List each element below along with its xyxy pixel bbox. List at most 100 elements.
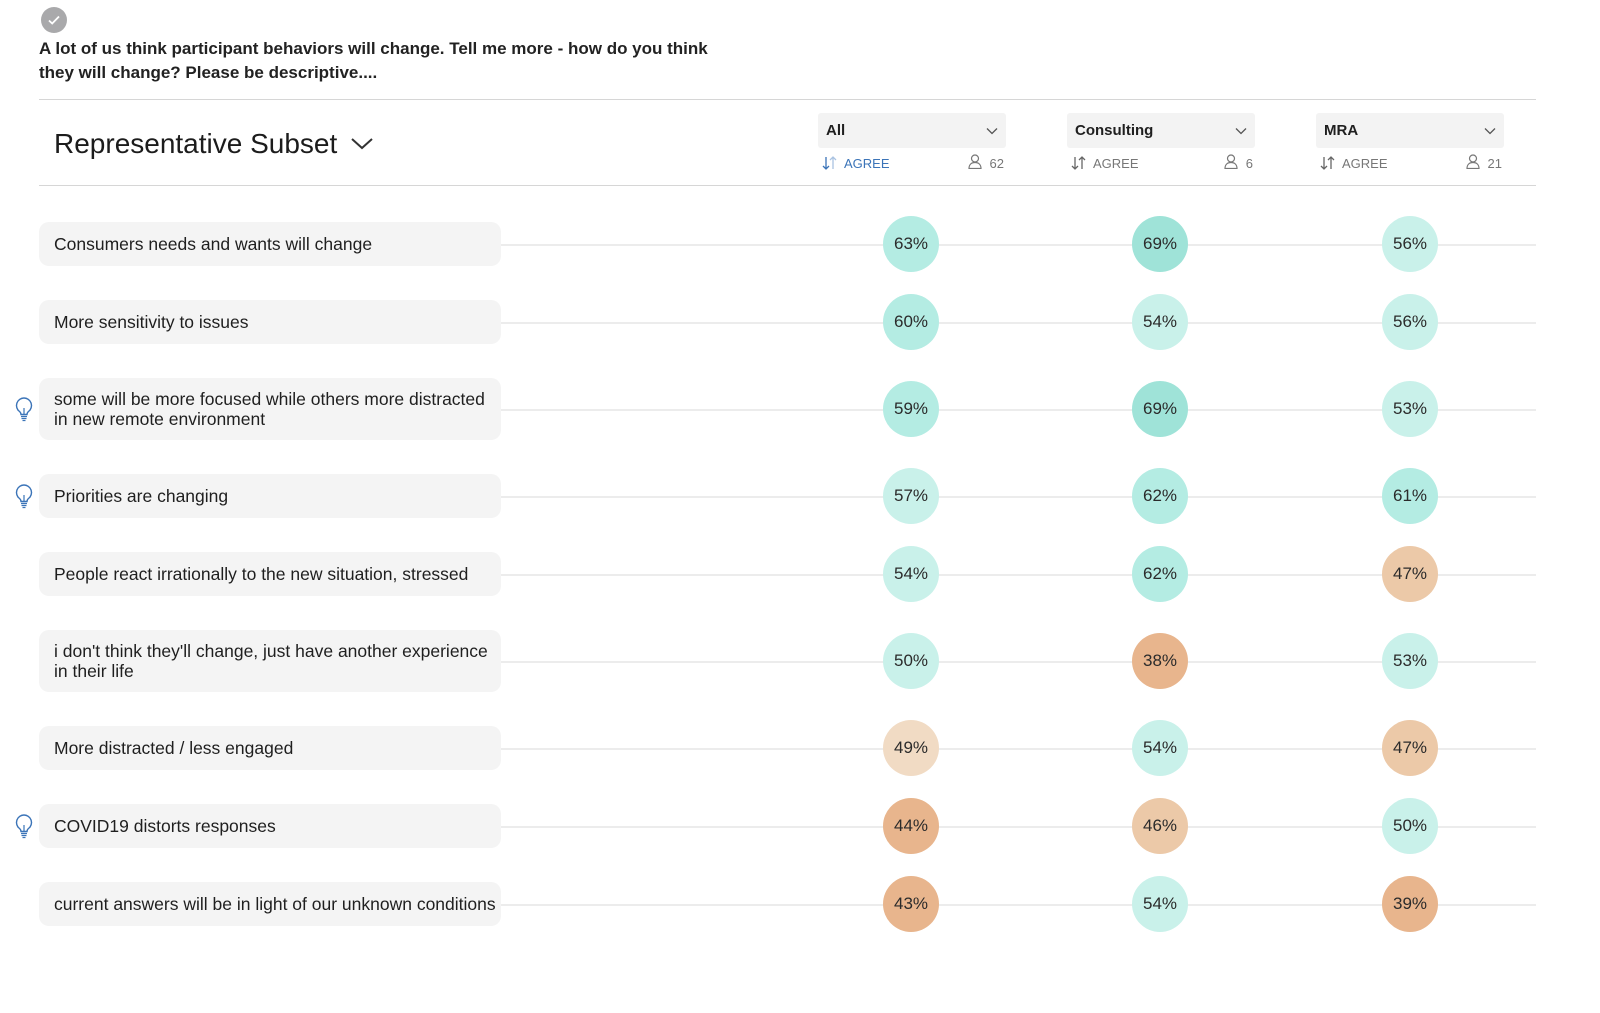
response-text-box[interactable]: More sensitivity to issues — [39, 300, 501, 344]
response-text-box[interactable]: People react irrationally to the new sit… — [39, 552, 501, 596]
subset-label: Representative Subset — [54, 128, 338, 159]
column-header-mra: MRA AGREE 21 — [1316, 113, 1504, 172]
agree-score-bubble[interactable]: 63% — [883, 216, 939, 272]
row-guide-line — [500, 409, 1536, 411]
sort-arrows-icon — [822, 156, 837, 170]
response-row: current answers will be in light of our … — [0, 876, 1600, 932]
agree-score-bubble[interactable]: 50% — [883, 633, 939, 689]
row-guide-line — [500, 244, 1536, 246]
response-text-box[interactable]: Consumers needs and wants will change — [39, 222, 501, 266]
agree-score-bubble[interactable]: 69% — [1132, 216, 1188, 272]
participant-count: 21 — [1487, 155, 1502, 171]
chevron-down-icon — [351, 138, 373, 150]
response-text: More sensitivity to issues — [54, 312, 249, 332]
agree-score-bubble[interactable]: 61% — [1382, 468, 1438, 524]
response-text: Priorities are changing — [54, 486, 229, 506]
row-guide-line — [500, 574, 1536, 576]
agree-score-bubble[interactable]: 54% — [1132, 720, 1188, 776]
agree-score-bubble[interactable]: 69% — [1132, 381, 1188, 437]
agree-score-bubble[interactable]: 57% — [883, 468, 939, 524]
response-row: People react irrationally to the new sit… — [0, 546, 1600, 602]
response-text-box[interactable]: i don't think they'll change, just have … — [39, 630, 501, 692]
agree-score-bubble[interactable]: 62% — [1132, 546, 1188, 602]
agree-score-bubble[interactable]: 62% — [1132, 468, 1188, 524]
agree-score-bubble[interactable]: 39% — [1382, 876, 1438, 932]
agree-score-bubble[interactable]: 50% — [1382, 798, 1438, 854]
agree-score-bubble[interactable]: 60% — [883, 294, 939, 350]
chevron-down-icon — [1484, 127, 1496, 134]
chevron-down-icon — [986, 127, 998, 134]
response-text: COVID19 distorts responses — [54, 816, 276, 836]
agree-score-bubble[interactable]: 56% — [1382, 216, 1438, 272]
question-text: A lot of us think participant behaviors … — [39, 39, 708, 82]
agree-score-bubble[interactable]: 38% — [1132, 633, 1188, 689]
participants-icon — [1224, 154, 1238, 172]
participant-count: 62 — [989, 155, 1004, 171]
response-text: People react irrationally to the new sit… — [54, 564, 469, 584]
segment-dropdown[interactable]: All — [818, 113, 1006, 148]
response-row: More sensitivity to issues 60% 54% 56% — [0, 294, 1600, 350]
row-guide-line — [500, 322, 1536, 324]
response-row: More distracted / less engaged 49% 54% 47% — [0, 720, 1600, 776]
sort-label: AGREE — [1093, 155, 1139, 171]
segment-label: MRA — [1324, 122, 1359, 139]
lightbulb-icon[interactable] — [14, 396, 34, 427]
agree-score-bubble[interactable]: 53% — [1382, 633, 1438, 689]
response-text: More distracted / less engaged — [54, 738, 294, 758]
sort-agree-button[interactable]: AGREE — [1320, 156, 1388, 171]
segment-dropdown[interactable]: Consulting — [1067, 113, 1255, 148]
lightbulb-icon[interactable] — [14, 483, 34, 514]
sort-label: AGREE — [1342, 155, 1388, 171]
response-text-box[interactable]: COVID19 distorts responses — [39, 804, 501, 848]
agree-score-bubble[interactable]: 49% — [883, 720, 939, 776]
response-text: Consumers needs and wants will change — [54, 234, 373, 254]
response-text: i don't think they'll change, just have … — [54, 641, 488, 681]
subset-selector[interactable]: Representative Subset — [54, 128, 373, 160]
response-text-box[interactable]: More distracted / less engaged — [39, 726, 501, 770]
row-guide-line — [500, 661, 1536, 663]
response-text: some will be more focused while others m… — [54, 389, 485, 429]
agree-score-bubble[interactable]: 56% — [1382, 294, 1438, 350]
response-row: Consumers needs and wants will change 63%… — [0, 216, 1600, 272]
column-header-all: All AGREE 62 — [818, 113, 1006, 172]
row-guide-line — [500, 748, 1536, 750]
lightbulb-icon[interactable] — [14, 813, 34, 844]
participants-icon — [1465, 154, 1480, 172]
agree-score-bubble[interactable]: 54% — [883, 546, 939, 602]
participant-count: 6 — [1245, 155, 1253, 171]
agree-score-bubble[interactable]: 53% — [1382, 381, 1438, 437]
response-row: some will be more focused while others m… — [0, 378, 1600, 440]
row-guide-line — [500, 826, 1536, 828]
sort-arrows-icon — [1071, 156, 1086, 170]
segment-label: Consulting — [1075, 122, 1154, 139]
response-text-box[interactable]: Priorities are changing — [39, 474, 501, 518]
participants-icon — [967, 154, 982, 172]
sort-agree-button[interactable]: AGREE — [822, 156, 890, 171]
sort-agree-button[interactable]: AGREE — [1071, 156, 1139, 171]
agree-score-bubble[interactable]: 54% — [1132, 294, 1188, 350]
divider — [39, 99, 1536, 100]
sort-arrows-icon — [1320, 156, 1335, 170]
response-text-box[interactable]: some will be more focused while others m… — [39, 378, 501, 440]
agree-score-bubble[interactable]: 54% — [1132, 876, 1188, 932]
row-guide-line — [500, 904, 1536, 906]
row-guide-line — [500, 496, 1536, 498]
segment-label: All — [826, 122, 846, 139]
response-row: i don't think they'll change, just have … — [0, 630, 1600, 692]
response-text: current answers will be in light of our … — [54, 894, 496, 914]
chevron-down-icon — [1235, 127, 1247, 134]
column-header-consulting: Consulting AGREE 6 — [1067, 113, 1255, 172]
agree-score-bubble[interactable]: 44% — [883, 798, 939, 854]
sort-label: AGREE — [844, 155, 890, 171]
response-row: COVID19 distorts responses 44% 46% 50% — [0, 798, 1600, 854]
divider — [39, 185, 1536, 186]
agree-score-bubble[interactable]: 43% — [883, 876, 939, 932]
agree-score-bubble[interactable]: 46% — [1132, 798, 1188, 854]
segment-dropdown[interactable]: MRA — [1316, 113, 1504, 148]
agree-score-bubble[interactable]: 47% — [1382, 546, 1438, 602]
answered-check-icon — [41, 7, 67, 33]
agree-score-bubble[interactable]: 59% — [883, 381, 939, 437]
agree-score-bubble[interactable]: 47% — [1382, 720, 1438, 776]
response-row: Priorities are changing 57% 62% 61% — [0, 468, 1600, 524]
response-text-box[interactable]: current answers will be in light of our … — [39, 882, 501, 926]
